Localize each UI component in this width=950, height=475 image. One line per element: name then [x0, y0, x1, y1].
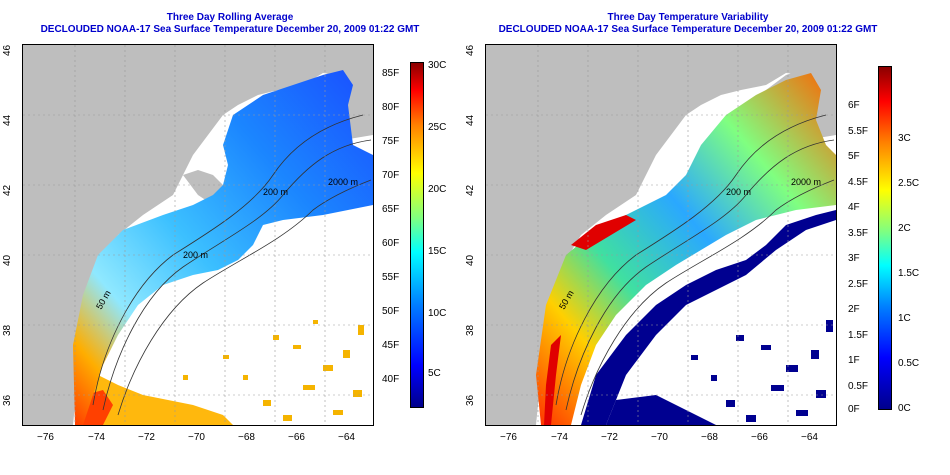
land-mass [23, 45, 373, 425]
contour-label: 200 m [183, 250, 208, 260]
shelf-variability [536, 73, 836, 425]
left-map-subtitle: DECLOUDED NOAA-17 Sea Surface Temperatur… [40, 24, 420, 35]
left-sst-map[interactable]: 200 m 200 m 2000 m 50 m [22, 44, 374, 426]
right-map-subtitle: DECLOUDED NOAA-17 Sea Surface Temperatur… [498, 24, 878, 35]
shelf-water [73, 70, 373, 425]
left-colorbar [410, 62, 424, 408]
contour-label: 2000 m [328, 177, 358, 187]
left-map-title: Three Day Rolling Average [166, 12, 294, 23]
right-map-title: Three Day Temperature Variability [607, 12, 769, 23]
right-colorbar [878, 66, 892, 410]
contour-label: 200 m [263, 187, 288, 197]
contour-label: 2000 m [791, 177, 821, 187]
contour-label: 200 m [726, 187, 751, 197]
right-variability-map[interactable]: 200 m 2000 m 50 m [485, 44, 837, 426]
